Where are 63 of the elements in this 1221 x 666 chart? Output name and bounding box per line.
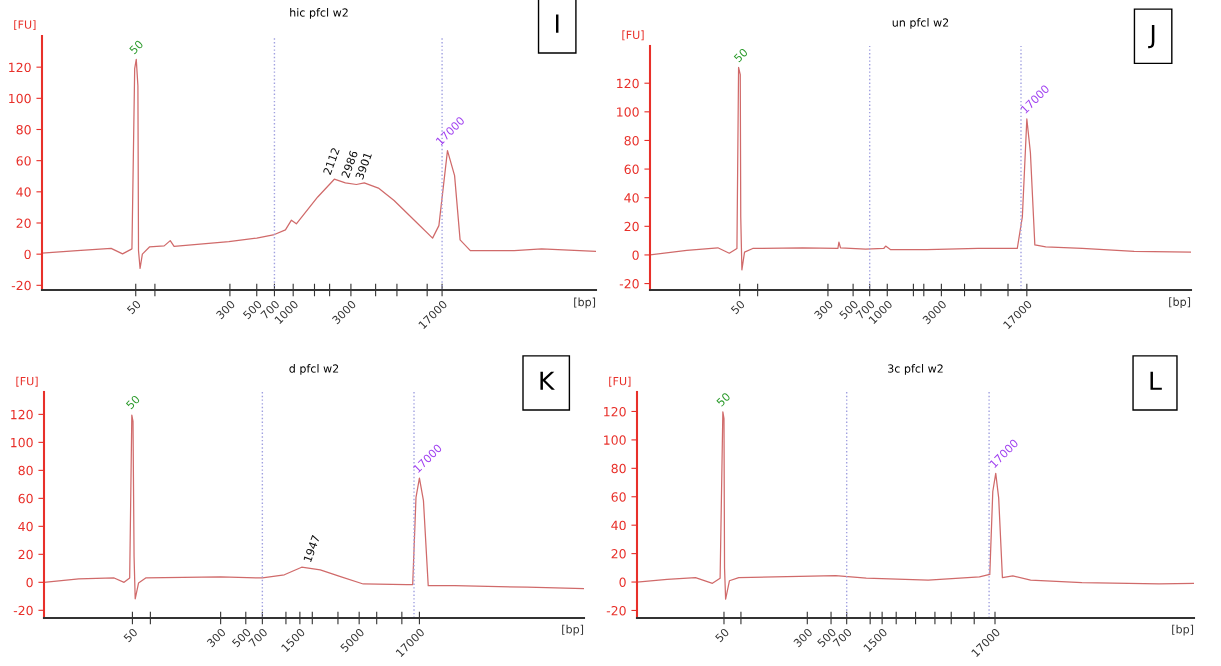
y-tick-label: 120: [9, 62, 31, 73]
y-tick-label: 80: [16, 124, 31, 135]
x-tick-label: 50: [123, 627, 138, 643]
y-axis-title: [FU]: [16, 376, 38, 387]
y-tick-label: 100: [9, 93, 31, 104]
annotation: 50: [733, 47, 749, 63]
y-tick-label: 100: [617, 107, 639, 117]
y-tick-label: 100: [11, 437, 33, 448]
y-tick-label: 60: [624, 164, 639, 174]
y-tick-label: 20: [611, 549, 626, 559]
y-axis-title: [FU]: [622, 30, 644, 41]
annotation: 2112: [322, 147, 340, 176]
annotation: J: [1148, 24, 1155, 49]
y-tick-label: 0: [632, 250, 639, 260]
y-tick-label: 60: [18, 493, 33, 504]
y-tick-label: -20: [11, 280, 31, 291]
x-tick-label: 300: [206, 627, 227, 648]
annotation: 50: [716, 392, 731, 407]
x-axis-title: [bp]: [562, 624, 584, 636]
y-tick-label: 40: [624, 193, 639, 203]
x-tick-label: 300: [793, 627, 813, 648]
y-tick-label: 20: [18, 549, 33, 560]
chart-title: hic pfcl w2: [290, 8, 348, 19]
y-tick-label: 0: [619, 577, 626, 587]
y-axis-title: [FU]: [14, 20, 36, 31]
y-tick-label: 0: [24, 249, 31, 260]
annotation: 50: [128, 39, 144, 55]
y-tick-label: 120: [11, 409, 33, 420]
x-axis-title: [bp]: [1172, 624, 1194, 636]
y-tick-label: 20: [624, 221, 639, 232]
x-tick-label: 300: [813, 299, 834, 320]
annotation: 50: [125, 394, 141, 410]
x-axis-title: [bp]: [1169, 297, 1191, 309]
chart-title: 3c pfcl w2: [888, 364, 943, 375]
x-tick-label: 50: [730, 299, 746, 315]
x-tick-label: 700: [248, 627, 268, 648]
y-tick-label: 80: [624, 135, 639, 146]
y-tick-label: 120: [617, 78, 639, 89]
y-tick-label: -20: [619, 279, 639, 289]
text: L: [1150, 371, 1162, 390]
y-tick-label: 40: [18, 521, 33, 532]
y-axis-title: [FU]: [609, 376, 631, 387]
x-tick-label: 50: [126, 299, 142, 315]
y-tick-label: 0: [26, 577, 33, 588]
text: K: [540, 371, 555, 390]
chart-title: d pfcl w2: [289, 364, 339, 375]
y-tick-label: -20: [13, 605, 33, 616]
y-tick-label: 40: [16, 187, 31, 197]
y-tick-label: 40: [611, 520, 626, 531]
chart-title: un pfcl w2: [892, 18, 949, 29]
x-tick-label: 50: [714, 627, 730, 643]
y-tick-label: 20: [16, 218, 31, 228]
y-tick-label: 100: [604, 435, 626, 445]
y-tick-label: 60: [16, 156, 31, 166]
y-tick-label: 60: [611, 492, 626, 502]
y-tick-label: 80: [18, 465, 33, 476]
y-tick-label: -20: [606, 605, 626, 616]
y-tick-label: 120: [604, 406, 626, 417]
y-tick-label: 80: [611, 463, 626, 474]
annotation: 1947: [303, 534, 321, 563]
x-tick-label: 300: [215, 299, 236, 320]
x-axis-title: [bp]: [574, 297, 596, 309]
text: I: [555, 14, 559, 33]
